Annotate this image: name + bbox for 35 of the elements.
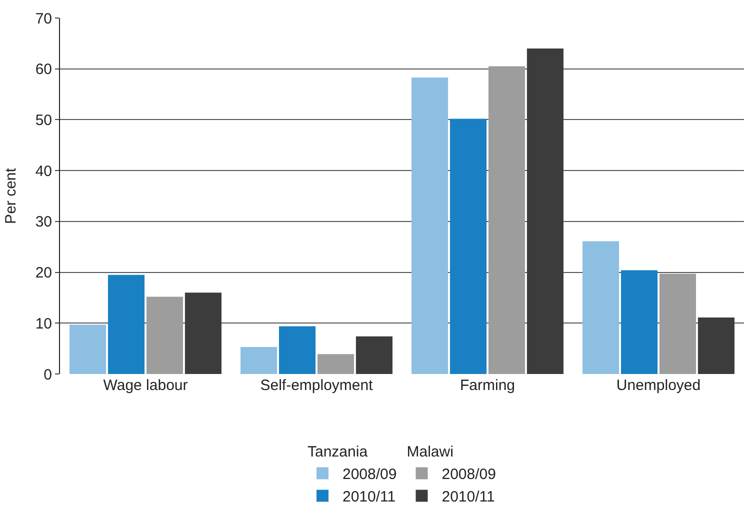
x-tick-label: Wage labour [103,377,188,394]
bar [146,296,184,374]
y-tick-label: 70 [35,10,52,28]
x-tick-label: Unemployed [616,377,701,394]
x-tick-label: Self-employment [260,377,374,394]
legend-label: 2010/11 [342,488,396,506]
y-tick-label: 40 [35,162,52,180]
bar [488,66,526,374]
bar [659,274,696,374]
legend-label: 2010/11 [442,488,495,506]
y-tick-label: 50 [35,112,52,129]
bar [184,292,222,374]
bar [698,318,734,374]
bar [356,336,392,374]
bar [240,347,278,374]
y-tick-label: 30 [35,214,52,231]
text: Malawi [406,444,454,461]
y-tick-label: 10 [35,315,52,332]
y-tick-label: 0 [44,366,52,384]
bar [620,270,658,374]
y-axis-title: Per cent [2,167,20,224]
legend-label: 2008/09 [342,466,397,484]
y-tick-label: 60 [35,61,52,78]
bar [450,118,487,374]
bar [108,274,145,374]
bar [412,78,448,374]
bar [317,354,354,374]
legend-label: 2008/09 [442,466,496,484]
bar [582,241,620,374]
text: Tanzania [308,444,368,461]
y-tick-label: 20 [35,264,52,282]
bar [526,48,564,374]
x-tick-label: Farming [460,377,516,394]
bar [278,326,316,374]
bar [70,324,106,374]
